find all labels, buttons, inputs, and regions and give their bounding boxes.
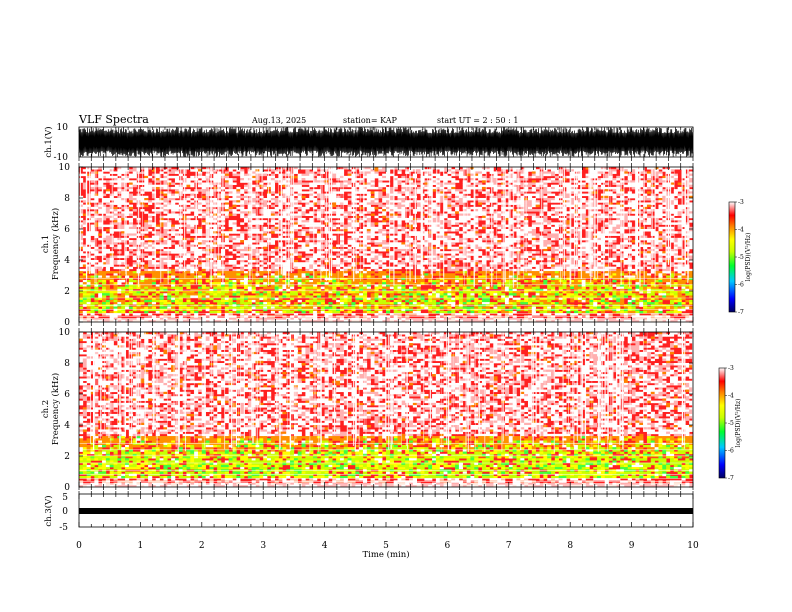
ch1-colorbar-label: log(PSD)(V²/Hz) [745,233,752,282]
ch2-ylabel-line2: Frequency (kHz) [50,373,61,445]
x-axis-label: Time (min) [362,549,409,560]
ytick-label-1-0: 0 [64,318,70,328]
ch1-waveform-line [79,127,693,157]
colorbar-tick-2-3: -6 [728,448,734,455]
ch1-waveform-trace [79,127,693,157]
ch2-colorbar-label: log(PSD)(V²/Hz) [735,399,742,448]
ytick-label-1-3: 6 [64,225,70,235]
ch1-ylabel: ch.1(V) [43,126,54,157]
x-tick-marks [78,127,694,527]
ytick-label-2-1: 2 [64,452,70,462]
ch3-waveform-trace [79,508,693,514]
x-tick-label-0: 0 [76,541,82,551]
start-time-label: start UT = 2 : 50 : 1 [437,116,518,125]
x-tick-label-3: 3 [260,541,266,551]
ytick-label-2-0: 0 [64,483,70,493]
ytick-label-1-1: 2 [64,287,70,297]
x-tick-label-8: 8 [567,541,573,551]
ch1-spectrogram-sferics [79,167,689,288]
station-label: station= KAP [343,116,398,125]
x-tick-label-2: 2 [199,541,205,551]
ch2-spectrogram-image [79,332,693,487]
ch2-colorbar-gradient [718,367,726,479]
ch1-spectrogram-panel: 0 2 4 6 8 10 ch.1 Frequency (kHz) -3 -4 -5 -6 -7 … [41,163,752,328]
ch2-spectrogram-panel: 0 2 4 6 8 10 ch.2 Frequency (kHz) -3 -4 -5 -6 -7 … [41,328,742,493]
x-tick-label-1: 1 [138,541,144,551]
ch1-spectrogram-image [79,167,693,322]
colorbar-tick-1-0: -3 [738,199,744,206]
ch3-ylabel: ch.3(V) [43,495,54,526]
ch3-ytick-5: 5 [62,493,68,503]
ytick-label-1-5: 10 [59,163,71,173]
ytick-label-2-3: 6 [64,390,70,400]
x-tick-label-9: 9 [629,541,635,551]
ch1-ytick-top: 10 [57,123,69,133]
ch3-ytick-minus5: -5 [59,523,68,533]
date-label: Aug.13, 2025 [251,116,306,125]
ytick-label-1-2: 4 [64,256,70,266]
colorbar-tick-2-4: -7 [728,475,734,482]
ytick-label-2-2: 4 [64,421,70,431]
ytick-label-2-5: 10 [59,328,71,338]
ch1-ytick-bottom: -10 [54,153,69,163]
ch1-ylabel-line1: ch.1 [41,235,51,253]
x-tick-label-5: 5 [383,541,389,551]
colorbar-tick-1-4: -7 [738,309,744,316]
colorbar-tick-2-1: -4 [728,393,734,400]
figure-title: VLF Spectra [78,113,149,126]
colorbar-tick-2-2: -5 [728,420,734,427]
x-tick-label-6: 6 [445,541,451,551]
ch3-ytick-0: 0 [62,507,68,517]
colorbar-tick-1-1: -4 [738,227,744,234]
ch3-waveform-panel: 5 0 -5 ch.3(V) 0 1 2 3 4 5 6 7 8 9 10 Time (min) [43,493,699,560]
ytick-label-1-4: 8 [64,194,70,204]
ch2-ylabel-line1: ch.2 [41,400,51,418]
ch1-colorbar-gradient [728,201,736,313]
x-tick-label-4: 4 [322,541,328,551]
x-tick-label-10: 10 [687,541,699,551]
ch1-colorbar: -3 -4 -5 -6 -7 log(PSD)(V²/Hz) [728,199,752,316]
ytick-label-2-4: 8 [64,359,70,369]
colorbar-tick-1-2: -5 [738,254,744,261]
ch2-spectrogram-sferics [90,332,693,453]
colorbar-tick-2-0: -3 [728,365,734,372]
ch2-colorbar: -3 -4 -5 -6 -7 log(PSD)(V²/Hz) [718,365,742,482]
ch1-ylabel-line2: Frequency (kHz) [50,208,61,280]
x-tick-label-7: 7 [506,541,512,551]
colorbar-tick-1-3: -6 [738,282,744,289]
